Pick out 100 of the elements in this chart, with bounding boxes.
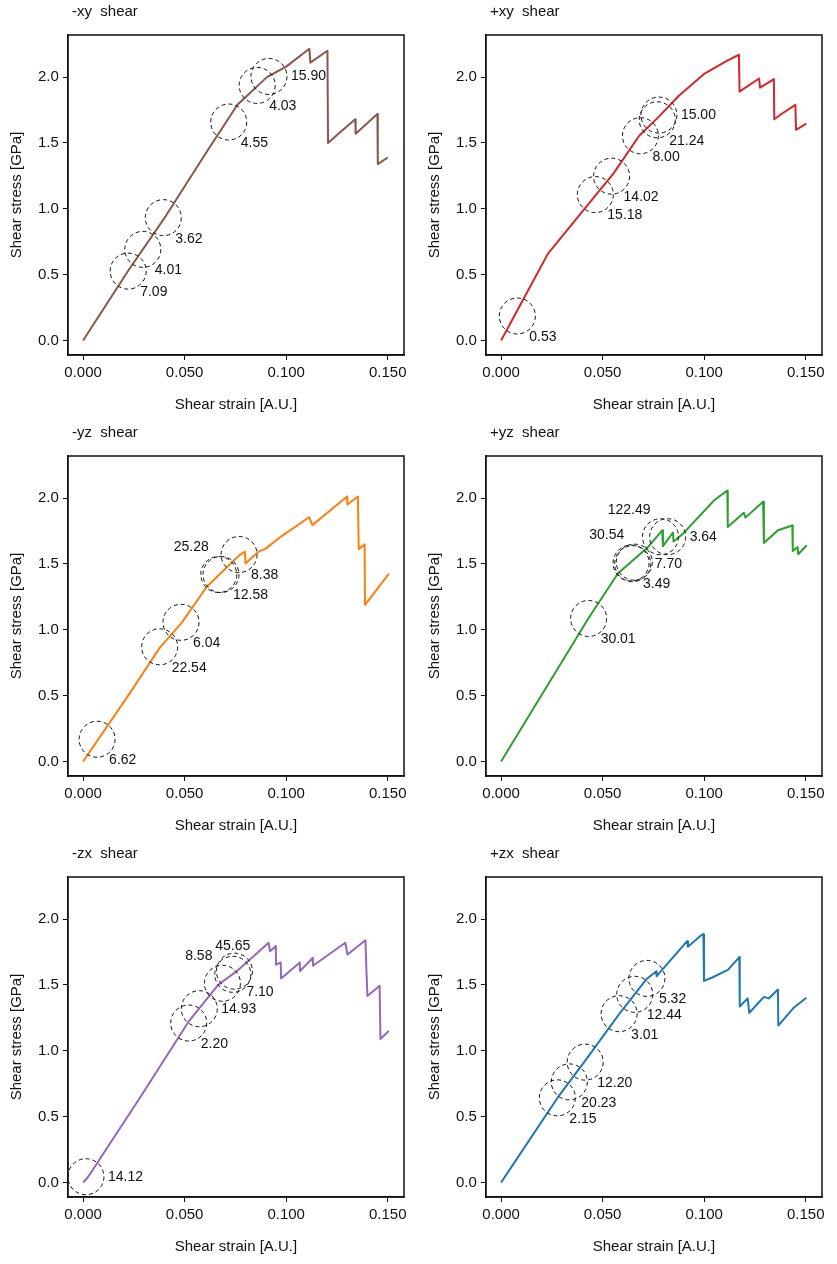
y-tick-label: 0.5 — [455, 685, 477, 703]
x-tick-label: 0.050 — [583, 784, 622, 802]
y-tick-label: 0.5 — [37, 1106, 59, 1124]
x-tick-label: 0.000 — [482, 784, 520, 802]
x-tick-label: 0.000 — [64, 784, 102, 802]
annotation: 20.23 — [581, 1093, 617, 1110]
y-tick-label: 1.0 — [455, 198, 477, 216]
x-axis-title: Shear strain [A.U.] — [592, 395, 716, 413]
y-tick-label: 1.0 — [37, 619, 59, 637]
y-tick-label: 2.0 — [37, 909, 59, 927]
chart-title: -xy shear — [72, 2, 138, 19]
x-tick-label: 0.150 — [368, 363, 407, 381]
annotation: 45.65 — [215, 937, 251, 954]
y-axis-title: Shear stress [GPa] — [425, 131, 443, 259]
annotation: 7.09 — [140, 282, 168, 299]
annotation: 3.01 — [631, 1025, 659, 1042]
y-tick-label: 1.0 — [455, 1040, 477, 1058]
chart-title: -zx shear — [72, 844, 138, 861]
annotation: 14.02 — [623, 188, 659, 205]
chart-title: +zx shear — [490, 844, 560, 861]
y-tick-label: 1.5 — [37, 133, 59, 151]
annotation: 15.18 — [607, 206, 643, 223]
y-tick-label: 0.5 — [37, 685, 59, 703]
x-tick-label: 0.150 — [368, 1205, 407, 1223]
y-tick-label: 2.0 — [455, 909, 477, 927]
annotation: 14.12 — [107, 1167, 144, 1184]
y-tick-label: 1.5 — [37, 975, 59, 993]
annotation: 2.20 — [200, 1034, 229, 1051]
annotation: 12.20 — [597, 1074, 633, 1091]
y-tick-label: 1.5 — [37, 554, 59, 572]
y-tick-label: 0.5 — [455, 1106, 477, 1124]
annotation: 15.90 — [290, 67, 327, 84]
y-axis-title: Shear stress [GPa] — [7, 131, 25, 259]
y-tick-label: 0.0 — [455, 1172, 477, 1190]
annotation: 30.01 — [600, 630, 636, 647]
x-tick-label: 0.150 — [786, 1205, 825, 1223]
chart-title: +yz shear — [490, 423, 560, 440]
y-axis-title: Shear stress [GPa] — [7, 552, 25, 680]
x-tick-label: 0.100 — [267, 1205, 305, 1223]
y-axis-title: Shear stress [GPa] — [7, 973, 25, 1101]
annotation: 2.15 — [569, 1109, 597, 1126]
annotation: 4.01 — [154, 261, 183, 278]
y-tick-label: 1.0 — [37, 198, 59, 216]
x-tick-label: 0.100 — [685, 784, 723, 802]
x-tick-label: 0.050 — [165, 1205, 204, 1223]
annotation: 15.00 — [680, 105, 717, 122]
y-tick-label: 0.0 — [37, 1172, 59, 1190]
annotation: 30.54 — [589, 526, 625, 542]
annotation: 4.55 — [240, 133, 269, 150]
annotation: 6.04 — [192, 634, 221, 651]
annotation: 12.44 — [646, 1006, 682, 1023]
x-tick-label: 0.000 — [482, 1205, 520, 1223]
annotation: 25.28 — [173, 538, 209, 555]
annotation: 4.03 — [269, 97, 297, 114]
annotation: 12.58 — [233, 586, 269, 603]
x-tick-label: 0.000 — [64, 1205, 102, 1223]
x-tick-label: 0.100 — [685, 363, 723, 381]
x-axis-title: Shear strain [A.U.] — [174, 395, 298, 413]
x-tick-label: 0.050 — [165, 784, 204, 802]
x-axis-title: Shear strain [A.U.] — [592, 1237, 716, 1255]
x-tick-label: 0.100 — [267, 363, 305, 381]
annotation: 7.70 — [654, 554, 683, 571]
y-tick-label: 1.5 — [455, 133, 477, 151]
y-tick-label: 0.5 — [455, 264, 477, 282]
annotation: 6.62 — [109, 751, 137, 768]
y-tick-label: 2.0 — [455, 488, 477, 506]
annotation: 0.53 — [529, 327, 557, 344]
y-tick-label: 1.5 — [455, 975, 477, 993]
chart-title: -yz shear — [72, 423, 138, 440]
x-tick-label: 0.050 — [583, 363, 622, 381]
annotation: 8.38 — [251, 566, 279, 583]
annotation: 22.54 — [171, 658, 207, 675]
y-tick-label: 2.0 — [37, 488, 59, 506]
y-tick-label: 0.0 — [37, 330, 59, 348]
x-tick-label: 0.100 — [685, 1205, 723, 1223]
annotation: 21.24 — [669, 131, 705, 148]
annotation: 122.49 — [607, 500, 651, 517]
x-axis-title: Shear strain [A.U.] — [592, 816, 716, 834]
annotation: 3.49 — [643, 574, 671, 591]
x-tick-label: 0.150 — [786, 784, 825, 802]
annotation: 5.32 — [658, 990, 687, 1007]
y-tick-label: 1.0 — [37, 1040, 59, 1058]
annotation: 3.64 — [689, 527, 718, 544]
annotation: 14.93 — [221, 999, 257, 1016]
x-axis-title: Shear strain [A.U.] — [174, 1237, 298, 1255]
x-tick-label: 0.000 — [64, 363, 102, 381]
annotation: 7.10 — [246, 983, 274, 1000]
x-tick-label: 0.150 — [786, 363, 825, 381]
annotation: 8.58 — [185, 947, 213, 964]
y-axis-title: Shear stress [GPa] — [425, 973, 443, 1101]
annotation: 3.62 — [175, 229, 203, 246]
x-tick-label: 0.000 — [482, 363, 520, 381]
y-tick-label: 0.5 — [37, 264, 59, 282]
x-axis-title: Shear strain [A.U.] — [174, 816, 298, 834]
x-tick-label: 0.150 — [368, 784, 407, 802]
y-axis-title: Shear stress [GPa] — [425, 552, 443, 680]
y-tick-label: 2.0 — [455, 67, 477, 85]
x-tick-label: 0.100 — [267, 784, 305, 802]
x-tick-label: 0.050 — [583, 1205, 622, 1223]
y-tick-label: 0.0 — [455, 330, 477, 348]
